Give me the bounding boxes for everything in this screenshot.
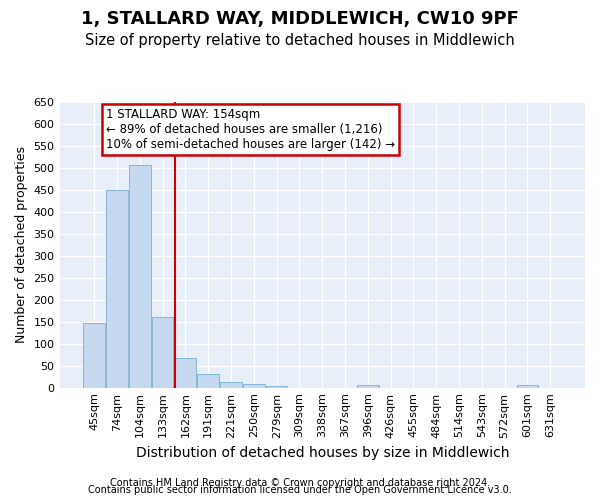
Bar <box>106 190 128 388</box>
Text: 1, STALLARD WAY, MIDDLEWICH, CW10 9PF: 1, STALLARD WAY, MIDDLEWICH, CW10 9PF <box>81 10 519 28</box>
Bar <box>197 374 219 388</box>
Text: Size of property relative to detached houses in Middlewich: Size of property relative to detached ho… <box>85 32 515 48</box>
Bar <box>266 386 287 388</box>
Y-axis label: Number of detached properties: Number of detached properties <box>15 146 28 344</box>
Text: Contains public sector information licensed under the Open Government Licence v3: Contains public sector information licen… <box>88 485 512 495</box>
Text: Contains HM Land Registry data © Crown copyright and database right 2024.: Contains HM Land Registry data © Crown c… <box>110 478 490 488</box>
Bar <box>243 384 265 388</box>
Bar <box>152 318 173 388</box>
X-axis label: Distribution of detached houses by size in Middlewich: Distribution of detached houses by size … <box>136 446 509 460</box>
Bar <box>175 358 196 388</box>
Text: 1 STALLARD WAY: 154sqm
← 89% of detached houses are smaller (1,216)
10% of semi-: 1 STALLARD WAY: 154sqm ← 89% of detached… <box>106 108 395 151</box>
Bar <box>517 385 538 388</box>
Bar <box>83 322 105 388</box>
Bar <box>220 382 242 388</box>
Bar <box>357 385 379 388</box>
Bar <box>129 165 151 388</box>
